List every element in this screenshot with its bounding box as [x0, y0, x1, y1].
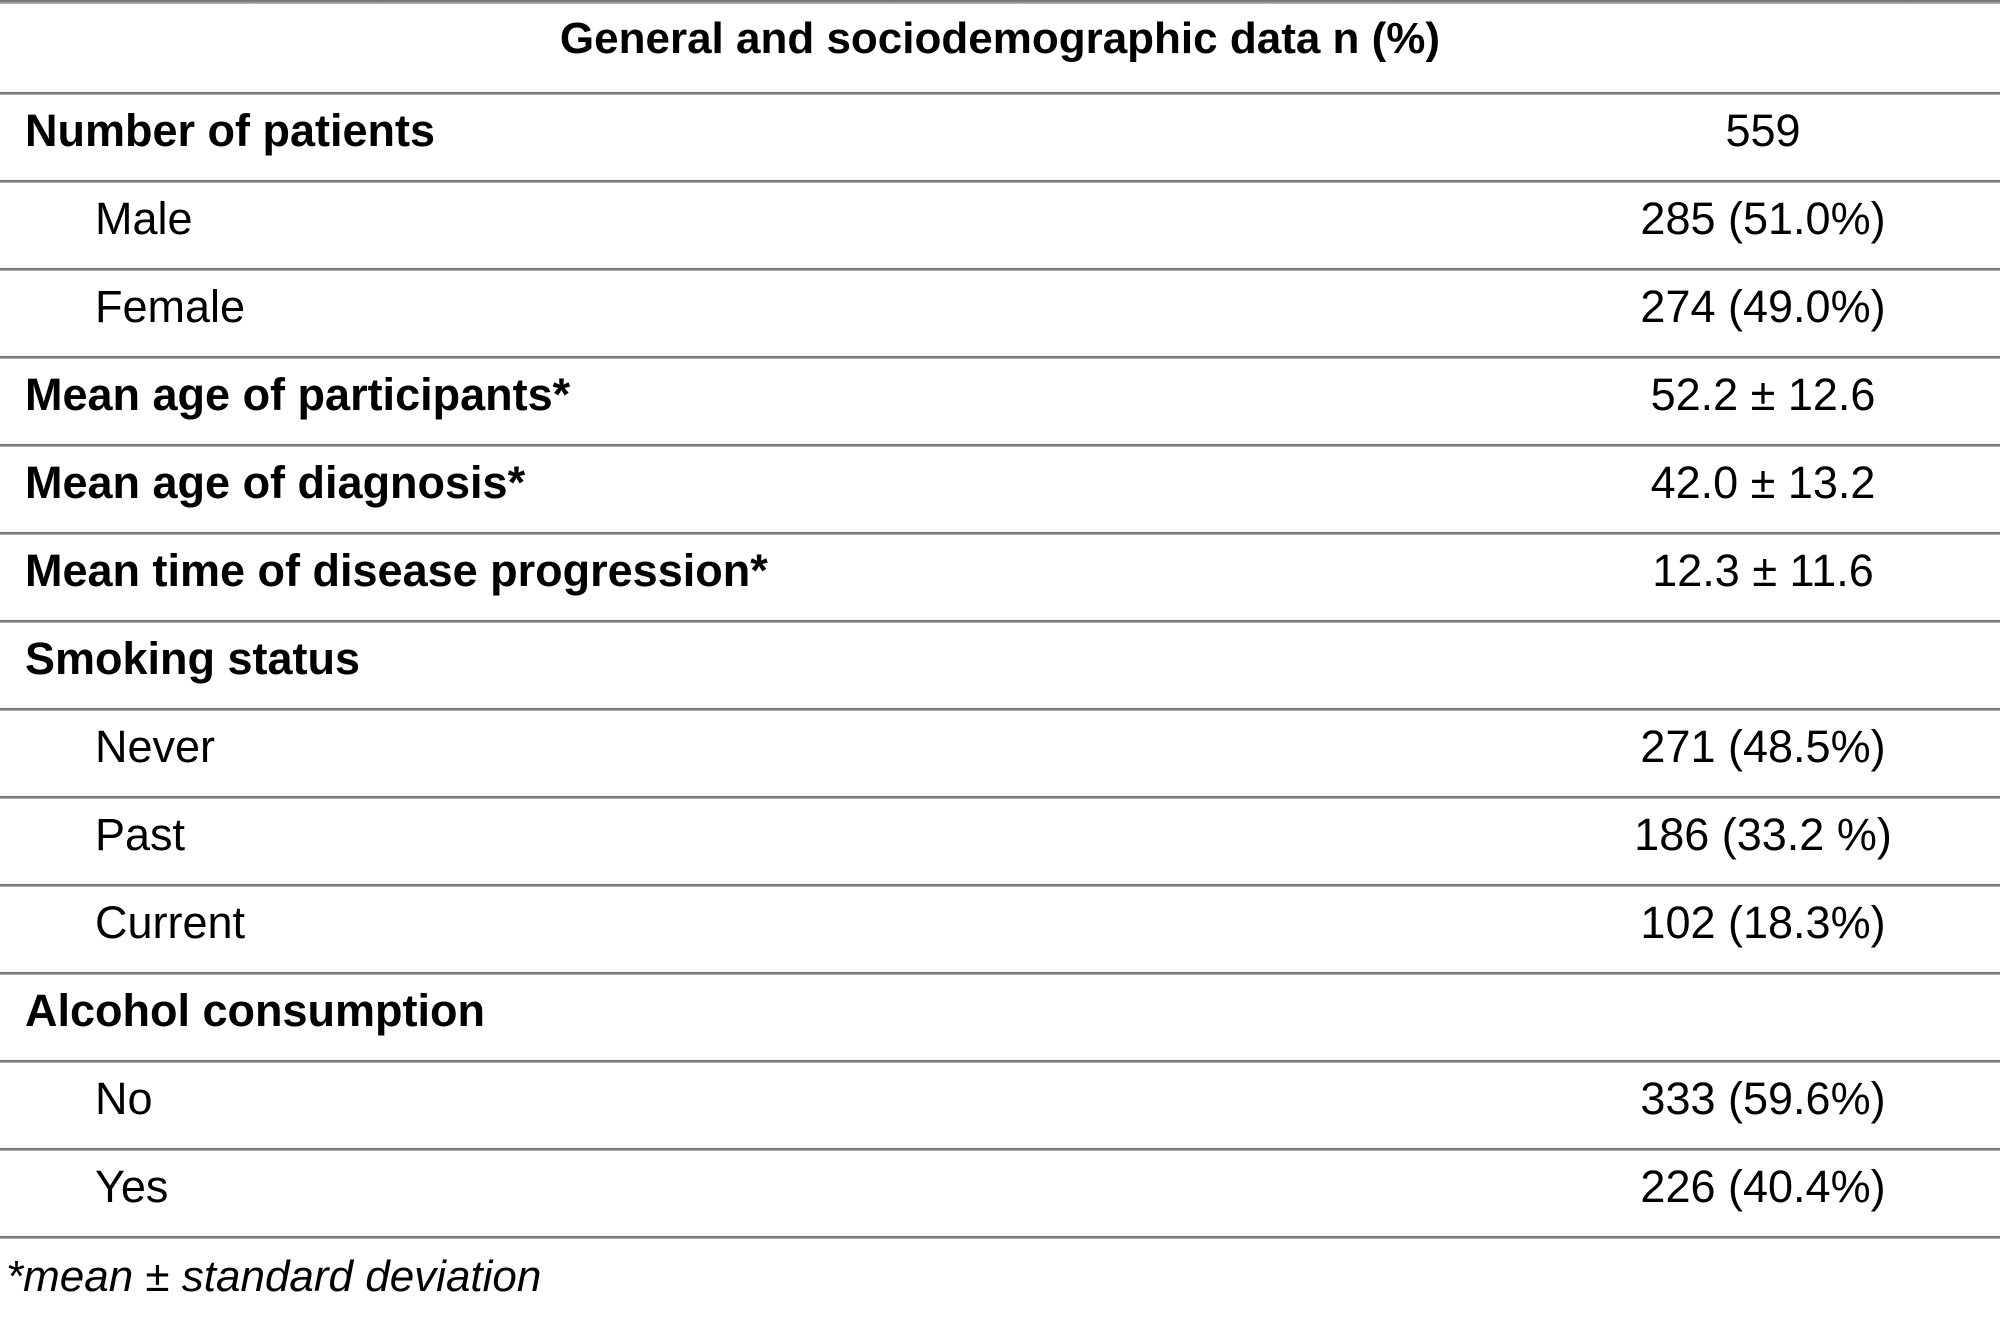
table-row-alcohol-no: No 333 (59.6%): [0, 1060, 2000, 1148]
row-value: 226 (40.4%): [1640, 1161, 1886, 1212]
table-row-alcohol-yes: Yes 226 (40.4%): [0, 1148, 2000, 1236]
table-row-mean-age-diagnosis: Mean age of diagnosis* 42.0 ± 13.2: [0, 444, 2000, 532]
table-row-mean-age-participants: Mean age of participants* 52.2 ± 12.6: [0, 356, 2000, 444]
row-label: Male: [95, 193, 193, 244]
row-label: Never: [95, 721, 216, 772]
row-label: Current: [95, 897, 246, 948]
table-title: General and sociodemographic data n (%): [559, 14, 1441, 63]
table-row-smoking-current: Current 102 (18.3%): [0, 884, 2000, 972]
row-value: 42.0 ± 13.2: [1650, 457, 1876, 508]
table-row-alcohol-consumption: Alcohol consumption: [0, 972, 2000, 1060]
row-label: Female: [95, 281, 246, 332]
row-label: Mean age of diagnosis*: [25, 457, 526, 508]
row-value: 285 (51.0%): [1640, 193, 1886, 244]
row-value: 271 (48.5%): [1640, 721, 1886, 772]
table-footnote-row: *mean ± standard deviation: [0, 1236, 2000, 1340]
row-value: 274 (49.0%): [1640, 281, 1886, 332]
table-row-number-of-patients: Number of patients 559: [0, 92, 2000, 180]
table-row-male: Male 285 (51.0%): [0, 180, 2000, 268]
table-row-female: Female 274 (49.0%): [0, 268, 2000, 356]
table-row-mean-time-progression: Mean time of disease progression* 12.3 ±…: [0, 532, 2000, 620]
table-row-smoking-status: Smoking status: [0, 620, 2000, 708]
row-label: Number of patients: [25, 105, 436, 156]
row-label: Alcohol consumption: [25, 985, 485, 1036]
row-value: 12.3 ± 11.6: [1652, 545, 1874, 596]
table-row-smoking-past: Past 186 (33.2 %): [0, 796, 2000, 884]
row-label: Mean time of disease progression*: [25, 545, 768, 596]
row-label: Mean age of participants*: [25, 369, 571, 420]
row-label: Smoking status: [25, 633, 361, 684]
table-title-row: General and sociodemographic data n (%): [0, 4, 2000, 92]
table-footnote: *mean ± standard deviation: [6, 1252, 542, 1301]
row-value: 102 (18.3%): [1640, 897, 1886, 948]
row-label: Yes: [95, 1161, 169, 1212]
row-label: No: [95, 1073, 153, 1124]
row-label: Past: [95, 809, 186, 860]
row-value: 186 (33.2 %): [1634, 809, 1892, 860]
row-value: 333 (59.6%): [1640, 1073, 1886, 1124]
divider: [0, 0, 2000, 4]
row-value: 52.2 ± 12.6: [1650, 369, 1876, 420]
row-value: 559: [1725, 105, 1801, 156]
table-row-smoking-never: Never 271 (48.5%): [0, 708, 2000, 796]
